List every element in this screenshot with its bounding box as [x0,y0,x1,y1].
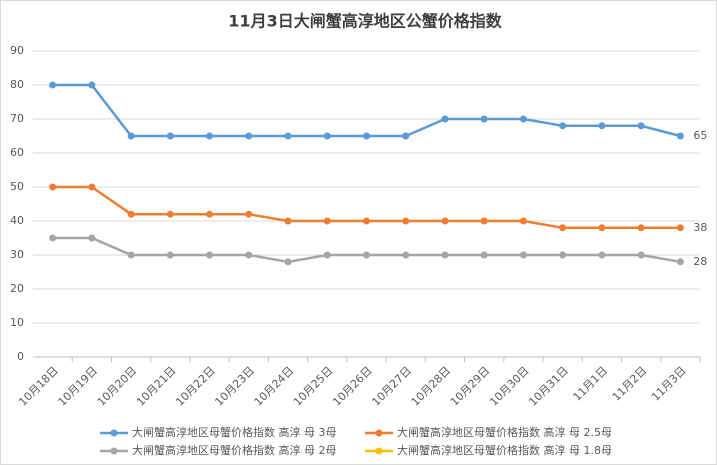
point [402,132,410,140]
y-tick-label: 90 [10,44,24,57]
point [676,258,684,266]
y-tick-label: 0 [17,350,24,363]
point [559,122,567,130]
point [166,210,174,218]
point [441,217,449,225]
point [206,210,214,218]
point [166,251,174,259]
point [206,251,214,259]
point [637,122,645,130]
point [323,132,331,140]
y-tick-label: 40 [10,214,24,227]
point [245,251,253,259]
y-tick-label: 20 [10,282,24,295]
point [480,251,488,259]
point [598,122,606,130]
point [323,217,331,225]
point [363,251,370,259]
point [441,115,449,123]
y-tick-label: 70 [10,112,24,125]
y-tick-label: 50 [10,180,24,193]
point [284,217,292,225]
point [637,251,645,259]
legend-label: 大闸蟹高淳地区母蟹价格指数 高淳 母 3母 [132,425,337,439]
point [676,224,684,232]
point [402,251,410,259]
point [127,132,135,140]
point [598,224,606,232]
y-tick-label: 10 [10,316,24,329]
point [598,251,606,259]
legend-label: 大闸蟹高淳地区母蟹价格指数 高淳 母 1.8母 [397,443,612,457]
point [519,217,527,225]
point [49,234,57,242]
point [676,132,684,140]
point [402,217,410,225]
point [323,251,331,259]
data-label: 38 [693,221,707,234]
point [127,210,135,218]
point [245,132,253,140]
point [88,81,96,89]
point [88,183,96,191]
point [49,183,57,191]
point [284,258,292,266]
legend-label: 大闸蟹高淳地区母蟹价格指数 高淳 母 2母 [132,443,337,457]
y-tick-label: 80 [10,78,24,91]
point [166,132,174,140]
point [363,132,370,140]
point [363,217,370,225]
point [519,251,527,259]
point [519,115,527,123]
point [245,210,253,218]
point [559,251,567,259]
point [284,132,292,140]
point [206,132,214,140]
y-tick-label: 60 [10,146,24,159]
point [88,234,96,242]
legend-marker [375,429,383,437]
point [49,81,57,89]
data-label: 28 [693,255,707,268]
data-label: 65 [693,129,707,142]
point [480,217,488,225]
legend-marker [110,429,118,437]
y-tick-label: 30 [10,248,24,261]
point [441,251,449,259]
point [480,115,488,123]
chart-title: 11月3日大闸蟹高淳地区公蟹价格指数 [228,12,502,31]
point [637,224,645,232]
legend-marker [110,447,118,455]
legend-marker [375,447,383,455]
point [127,251,135,259]
legend-label: 大闸蟹高淳地区母蟹价格指数 高淳 母 2.5母 [397,425,612,439]
point [559,224,567,232]
